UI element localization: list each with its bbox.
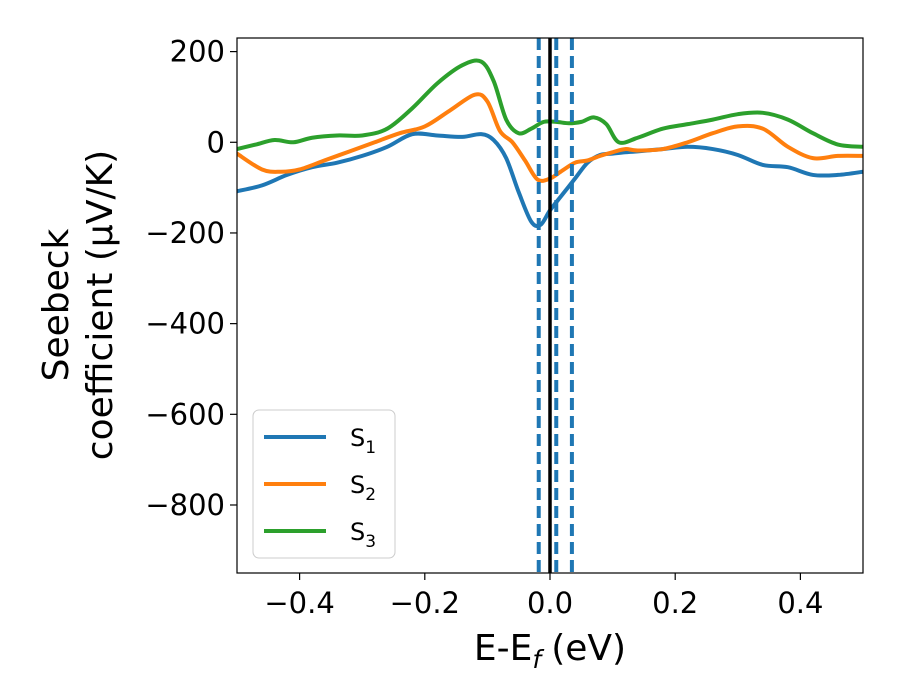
y-tick-label: −800 — [145, 488, 225, 522]
legend-label-s1: S1 — [350, 424, 376, 458]
y-tick-label: 200 — [170, 35, 225, 69]
x-axis-ticks: −0.4 −0.2 0.0 0.2 0.4 — [264, 573, 823, 620]
x-tick-label: 0.2 — [652, 586, 698, 620]
x-tick-label: 0.4 — [777, 586, 823, 620]
y-axis-label: Seebeck coefficient (μV/K) — [36, 150, 121, 460]
y-tick-label: −600 — [145, 397, 225, 431]
series-line-s3 — [237, 58, 863, 152]
legend-entries: S1 S2 S3 — [264, 424, 376, 552]
y-tick-label: −200 — [145, 216, 225, 250]
y-axis-label-line2: coefficient (μV/K) — [80, 150, 121, 460]
legend-label-s3: S3 — [350, 518, 376, 552]
legend: S1 S2 S3 — [252, 409, 396, 559]
legend-label-s2: S2 — [350, 471, 376, 505]
x-tick-label: −0.2 — [390, 586, 460, 620]
x-tick-label: 0.0 — [527, 586, 573, 620]
y-axis-ticks: 200 0 −200 −400 −600 −800 — [145, 35, 237, 522]
y-axis-label-line1: Seebeck — [36, 228, 77, 381]
y-tick-label: 0 — [207, 125, 225, 159]
reference-lines — [536, 38, 574, 573]
x-axis-label: E-Ef (eV) — [474, 628, 626, 674]
y-tick-label: −400 — [145, 307, 225, 341]
x-tick-label: −0.4 — [264, 586, 334, 620]
